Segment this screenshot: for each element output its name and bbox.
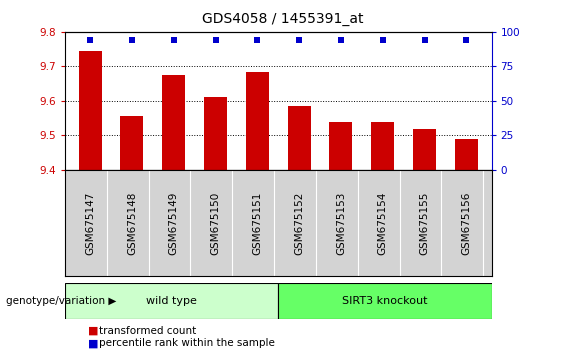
- Bar: [288, 106, 311, 170]
- Text: ■: ■: [88, 338, 98, 348]
- Bar: [246, 72, 269, 170]
- Text: GDS4058 / 1455391_at: GDS4058 / 1455391_at: [202, 12, 363, 27]
- Text: GSM675155: GSM675155: [420, 191, 429, 255]
- Text: GSM675153: GSM675153: [336, 191, 346, 255]
- Text: ■: ■: [88, 326, 98, 336]
- Bar: [204, 97, 227, 170]
- Bar: [371, 122, 394, 170]
- Text: GSM675156: GSM675156: [462, 191, 471, 255]
- Text: GSM675148: GSM675148: [127, 191, 137, 255]
- Bar: [455, 139, 478, 170]
- Bar: [65, 283, 278, 319]
- Text: GSM675147: GSM675147: [85, 191, 95, 255]
- Text: GSM675154: GSM675154: [378, 191, 388, 255]
- Bar: [329, 122, 353, 170]
- Text: transformed count: transformed count: [99, 326, 196, 336]
- Text: GSM675152: GSM675152: [294, 191, 304, 255]
- Text: GSM675149: GSM675149: [169, 191, 179, 255]
- Bar: [120, 116, 144, 170]
- Bar: [79, 51, 102, 170]
- Text: genotype/variation ▶: genotype/variation ▶: [6, 296, 116, 306]
- Text: GSM675150: GSM675150: [211, 192, 220, 255]
- Text: GSM675151: GSM675151: [253, 191, 262, 255]
- Bar: [413, 129, 436, 170]
- Bar: [278, 283, 492, 319]
- Bar: [162, 75, 185, 170]
- Text: SIRT3 knockout: SIRT3 knockout: [342, 296, 428, 306]
- Text: wild type: wild type: [146, 296, 197, 306]
- Text: percentile rank within the sample: percentile rank within the sample: [99, 338, 275, 348]
